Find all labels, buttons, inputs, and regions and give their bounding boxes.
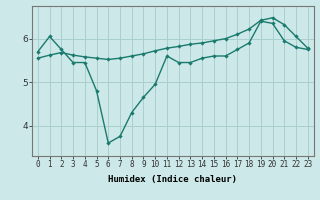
X-axis label: Humidex (Indice chaleur): Humidex (Indice chaleur) <box>108 175 237 184</box>
